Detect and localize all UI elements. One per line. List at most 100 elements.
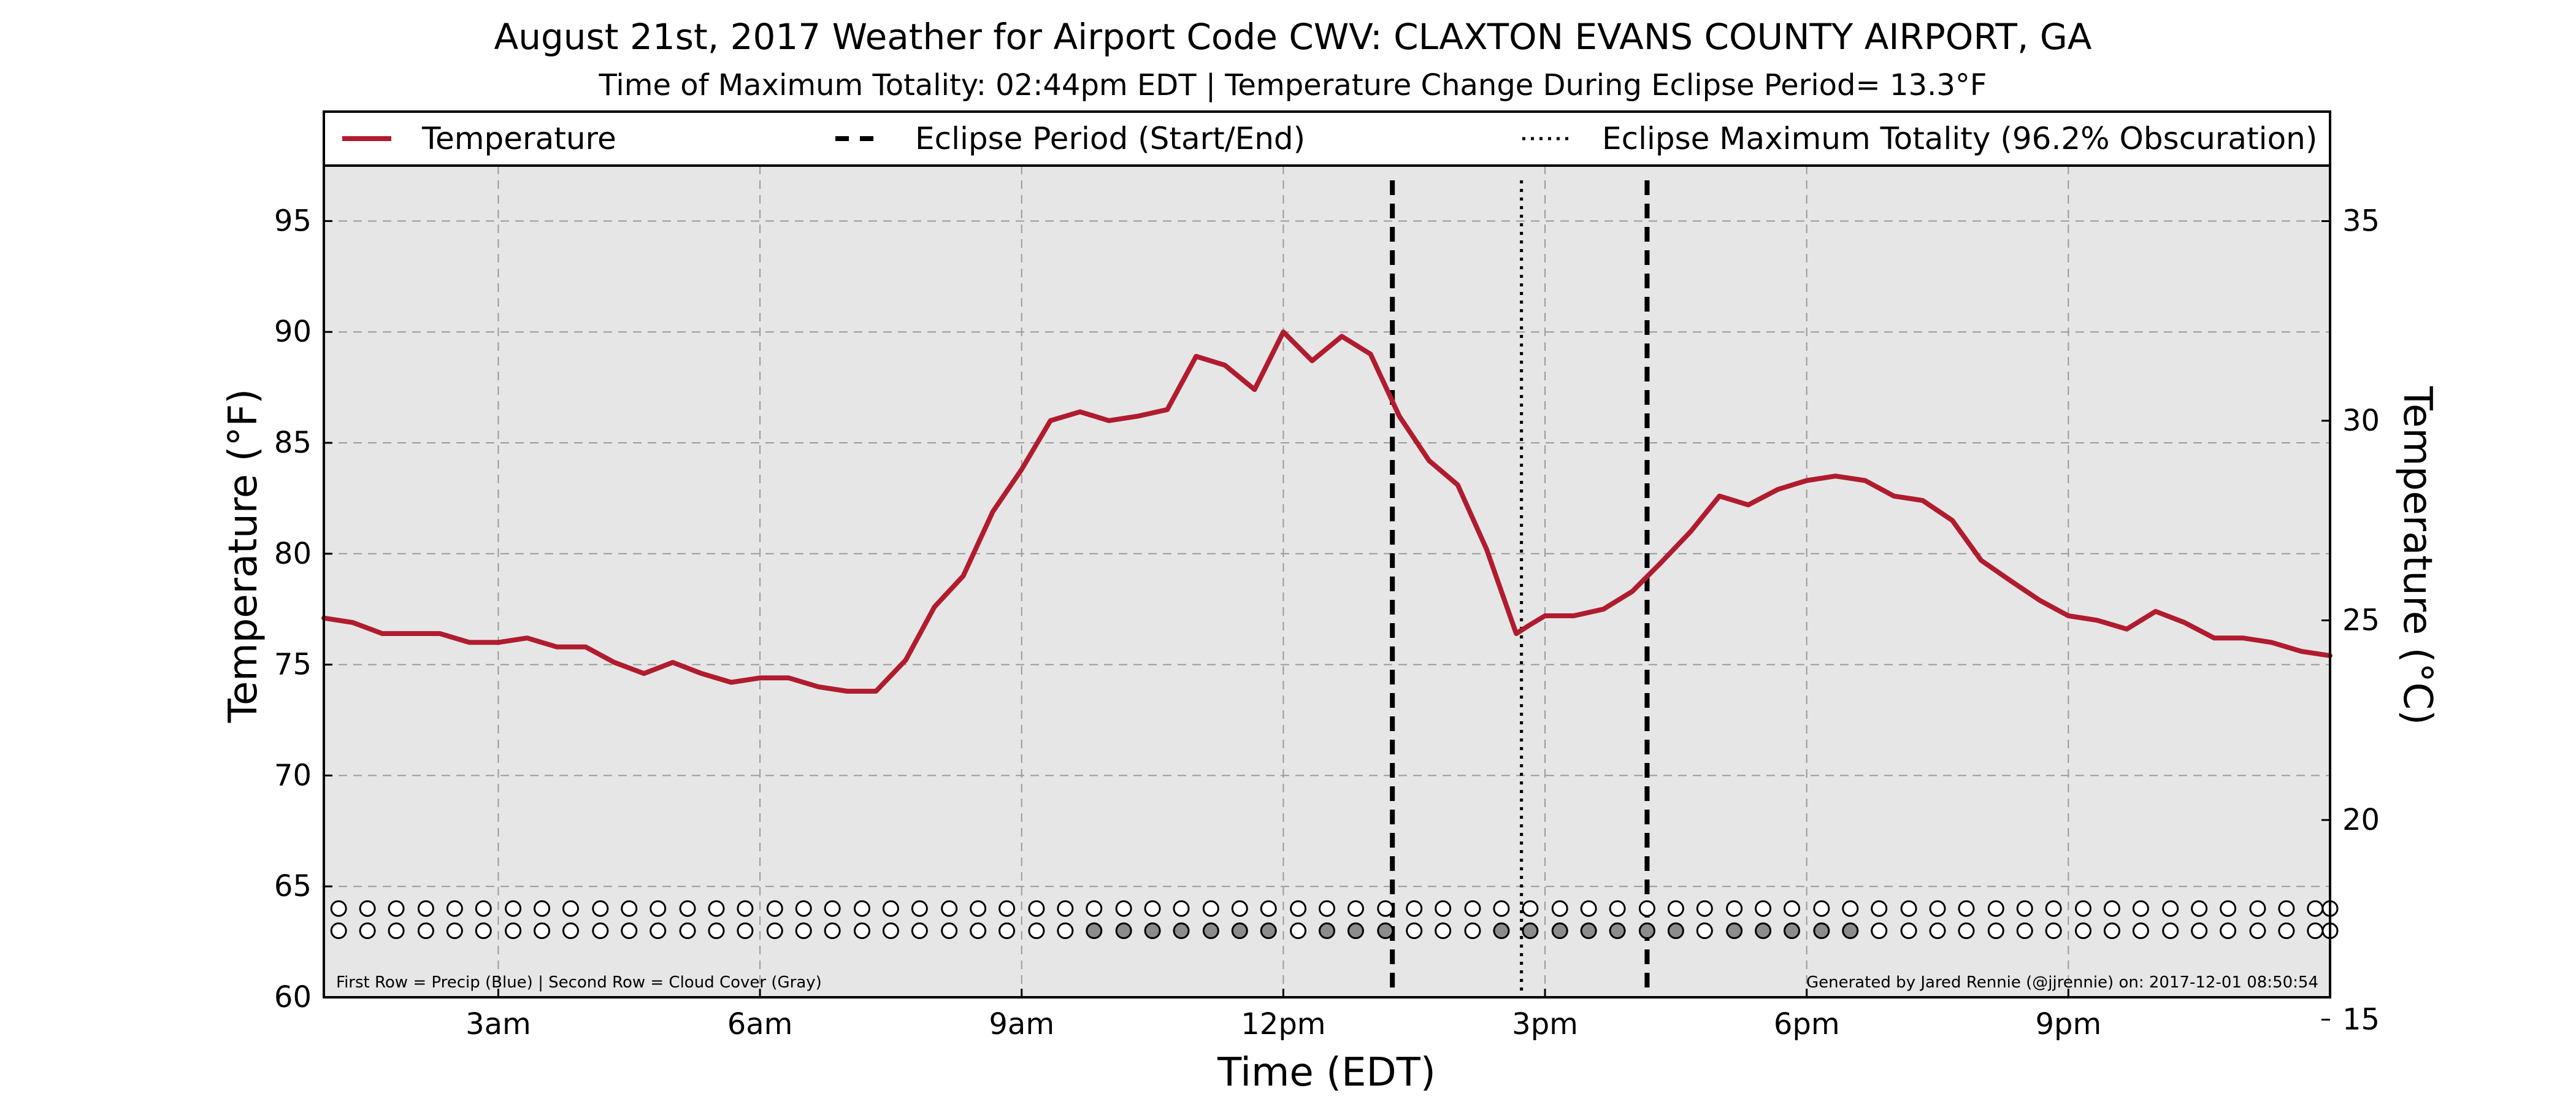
precip-marker	[1987, 900, 2004, 917]
precip-marker	[330, 900, 347, 917]
cloud-cover-marker	[1842, 922, 1859, 940]
chart-title: August 21st, 2017 Weather for Airport Co…	[494, 16, 2092, 58]
precip-marker	[1667, 900, 1684, 917]
cloud-cover-marker	[1929, 922, 1946, 940]
precip-marker	[446, 900, 463, 917]
precip-marker	[534, 900, 551, 917]
precip-marker	[562, 900, 579, 917]
cloud-cover-marker	[2249, 922, 2266, 940]
precip-marker	[1319, 900, 1335, 917]
cloud-cover-marker	[2191, 922, 2208, 940]
x-tick-label: 3am	[466, 1007, 531, 1041]
precip-marker	[2016, 900, 2033, 917]
cloud-cover-marker	[1987, 922, 2004, 940]
precip-marker	[1929, 900, 1946, 917]
precip-marker	[1842, 900, 1859, 917]
precip-marker	[1057, 900, 1074, 917]
cloud-cover-marker	[621, 922, 638, 940]
precip-marker	[1347, 900, 1364, 917]
cloud-cover-marker	[882, 922, 899, 940]
y-right-tick-label: 20	[2342, 803, 2380, 837]
cloud-cover-marker	[534, 922, 551, 940]
cloud-cover-marker	[795, 922, 812, 940]
precip-marker	[592, 900, 609, 917]
cloud-cover-marker	[999, 922, 1016, 940]
cloud-cover-marker	[1057, 922, 1074, 940]
y-tick-label: 95	[274, 204, 312, 238]
cloud-cover-marker	[1551, 922, 1568, 940]
cloud-cover-marker	[1319, 922, 1335, 940]
precip-marker	[737, 900, 754, 917]
y-tick-label: 90	[274, 315, 312, 349]
y-tick-label: 60	[274, 980, 312, 1014]
footnote-right: Generated by Jared Rennie (@jjrennie) on…	[1806, 973, 2318, 992]
legend-entries: Temperature Eclipse Period (Start/End) Ecl…	[342, 121, 2317, 156]
y-tick-label: 85	[274, 426, 312, 460]
cloud-cover-marker	[1696, 922, 1713, 940]
y-right-tick-label: 15	[2342, 1002, 2380, 1037]
eclipse-markers	[1390, 180, 1650, 997]
precip-marker	[1813, 900, 1830, 917]
precip-marker	[911, 900, 928, 917]
cloud-cover-marker	[359, 922, 376, 940]
cloud-cover-marker	[1144, 922, 1161, 940]
precip-marker	[1144, 900, 1161, 917]
precip-marker	[2307, 900, 2324, 917]
cloud-cover-marker	[2103, 922, 2120, 940]
precip-marker	[475, 900, 492, 917]
precip-marker	[1173, 900, 1190, 917]
cloud-cover-marker	[1667, 922, 1684, 940]
precip-marker	[1028, 900, 1045, 917]
precip-marker	[2249, 900, 2266, 917]
cloud-cover-marker	[766, 922, 783, 940]
precip-marker	[2278, 900, 2295, 917]
precip-marker	[1115, 900, 1132, 917]
precip-marker	[621, 900, 638, 917]
precip-marker	[1086, 900, 1103, 917]
cloud-cover-marker	[1406, 922, 1423, 940]
series-lines	[321, 329, 2333, 694]
precip-marker	[1464, 900, 1481, 917]
cloud-cover-marker	[1086, 922, 1103, 940]
grid-lines	[324, 166, 2330, 997]
precip-marker	[999, 900, 1016, 917]
cloud-cover-marker	[708, 922, 725, 940]
cloud-cover-marker	[1580, 922, 1597, 940]
x-axis-label: Time (EDT)	[1217, 1050, 1436, 1095]
cloud-cover-marker	[2075, 922, 2092, 940]
precip-marker	[2162, 900, 2179, 917]
cloud-cover-marker	[505, 922, 522, 940]
cloud-cover-marker	[1638, 922, 1655, 940]
x-tick-label: 12pm	[1241, 1007, 1325, 1041]
cloud-cover-marker	[970, 922, 987, 940]
precip-marker	[2103, 900, 2120, 917]
cloud-cover-marker	[446, 922, 463, 940]
cloud-cover-marker	[1347, 922, 1364, 940]
precip-marker	[650, 900, 667, 917]
cloud-cover-marker	[388, 922, 405, 940]
y-right-tick-label: 30	[2342, 404, 2380, 438]
precip-marker	[1231, 900, 1248, 917]
precip-marker	[1435, 900, 1452, 917]
precip-marker	[1726, 900, 1743, 917]
precip-marker	[1638, 900, 1655, 917]
precip-marker	[1755, 900, 1772, 917]
precip-marker	[824, 900, 841, 917]
cloud-cover-marker	[2016, 922, 2033, 940]
cloud-cover-marker	[1900, 922, 1917, 940]
precip-marker	[359, 900, 376, 917]
precip-marker	[970, 900, 987, 917]
cloud-cover-marker	[1028, 922, 1045, 940]
cloud-cover-marker	[2307, 922, 2324, 940]
cloud-cover-marker	[592, 922, 609, 940]
precip-marker	[853, 900, 870, 917]
legend-label: Eclipse Maximum Totality (96.2% Obscurat…	[1602, 121, 2317, 156]
cloud-cover-marker	[1813, 922, 1830, 940]
precip-marker	[679, 900, 696, 917]
cloud-cover-marker	[1377, 922, 1394, 940]
precip-marker	[2132, 900, 2149, 917]
cloud-cover-marker	[2045, 922, 2062, 940]
cloud-cover-marker	[1726, 922, 1743, 940]
cloud-cover-marker	[417, 922, 434, 940]
precip-marker	[417, 900, 434, 917]
